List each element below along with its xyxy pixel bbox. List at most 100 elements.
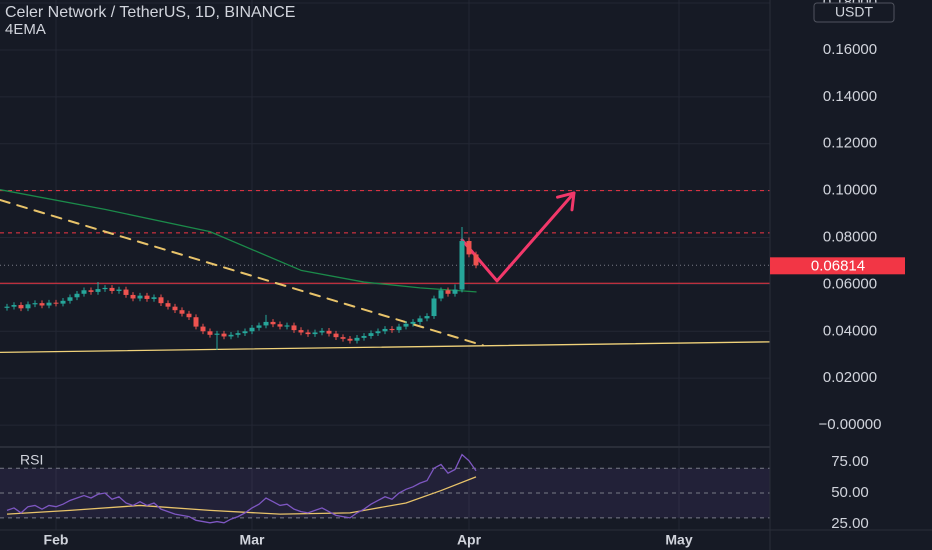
candle-body [445,290,451,294]
candle-body [431,298,437,317]
x-tick-label: May [665,532,692,548]
candle-body [403,323,409,327]
candle-body [277,324,283,327]
candle-body [375,331,381,334]
candle-body [123,289,129,295]
candle-body [172,306,178,311]
candle-body [319,330,325,333]
candle-body [410,321,416,324]
candle-body [60,300,66,304]
candle-body [473,254,479,266]
candle-body [417,318,423,322]
candle-body [347,338,353,341]
candle-body [144,295,150,299]
candle-body [424,316,430,319]
candle-body [326,330,332,334]
rsi-line [6,453,477,524]
candle-body [235,333,241,335]
candle-body [130,294,136,299]
drawn-line [0,189,477,293]
candle-body [361,335,367,338]
candle-body [32,303,38,305]
candle-body [389,328,395,331]
candle-body [53,302,59,304]
candle-body [312,332,318,335]
arrow-head [556,191,576,212]
currency-label: USDT [835,4,874,20]
candle-body [396,326,402,331]
candle-body [228,334,234,337]
candle-body [67,297,73,301]
drawn-line [0,341,771,354]
candle-body [368,333,374,336]
last-price-box [770,257,905,275]
rsi-tick-label: 75.00 [831,453,869,470]
candle-body [165,303,171,307]
candle-body [193,317,199,327]
candle-body [242,331,248,334]
y-tick-label: 0.12000 [823,135,877,152]
drawn-line [0,198,484,347]
candle-body [18,305,24,309]
y-tick-label: 0.02000 [823,369,877,386]
candle-body [305,332,311,335]
candle-body [452,289,458,294]
rsi-ma-line [6,476,477,515]
price-axis [770,0,932,550]
candle-body [186,313,192,318]
candle-body [116,289,122,291]
candle-body [459,241,465,290]
y-tick-label: 0.14000 [823,88,877,105]
candle-body [284,325,290,327]
y-tick-label: 0.04000 [823,322,877,339]
candle-body [4,306,10,308]
candle-body [46,302,52,306]
candle-body [256,325,262,328]
candle-body [466,241,472,255]
candle-body [221,333,227,337]
candle-body [11,305,17,307]
y-tick-label: −0.00000 [819,416,882,433]
candle-body [270,321,276,325]
currency-box [813,2,895,23]
y-tick-label: 0.10000 [823,182,877,199]
drawn-line [460,191,576,283]
y-tick-label: 0.16000 [823,41,877,58]
candle-body [151,297,157,299]
candle-body [179,310,185,314]
last-price-label: 0.06814 [811,257,865,274]
candle-body [102,287,108,290]
candle-body [88,290,94,292]
rsi-title: RSI [20,452,43,468]
candle-body [95,289,101,292]
candle-body [333,333,339,338]
candle-body [298,330,304,333]
candle-body [200,326,206,332]
candle-body [214,333,220,335]
candle-body [438,290,444,299]
candle-body [354,337,360,341]
x-tick-label: Mar [240,532,265,548]
indicator-label: 4EMA [5,21,46,38]
time-axis [0,530,932,550]
candle-body [291,325,297,331]
candle-body [158,297,164,304]
candle-body [249,327,255,332]
rsi-tick-label: 50.00 [831,484,869,501]
x-tick-label: Feb [44,532,69,548]
rsi-tick-label: 25.00 [831,515,869,532]
candle-body [74,293,80,298]
x-tick-label: Apr [457,532,482,548]
chart-title: Celer Network / TetherUS, 1D, BINANCE [5,4,295,21]
candle-body [39,303,45,306]
candle-body [340,337,346,339]
candle-body [263,321,269,326]
candle-body [25,304,31,309]
candle-body [81,290,87,294]
candle-body [207,331,213,335]
y-tick-label: 0.08000 [823,228,877,245]
y-tick-label: 0.06000 [823,275,877,292]
candle-body [137,295,143,299]
